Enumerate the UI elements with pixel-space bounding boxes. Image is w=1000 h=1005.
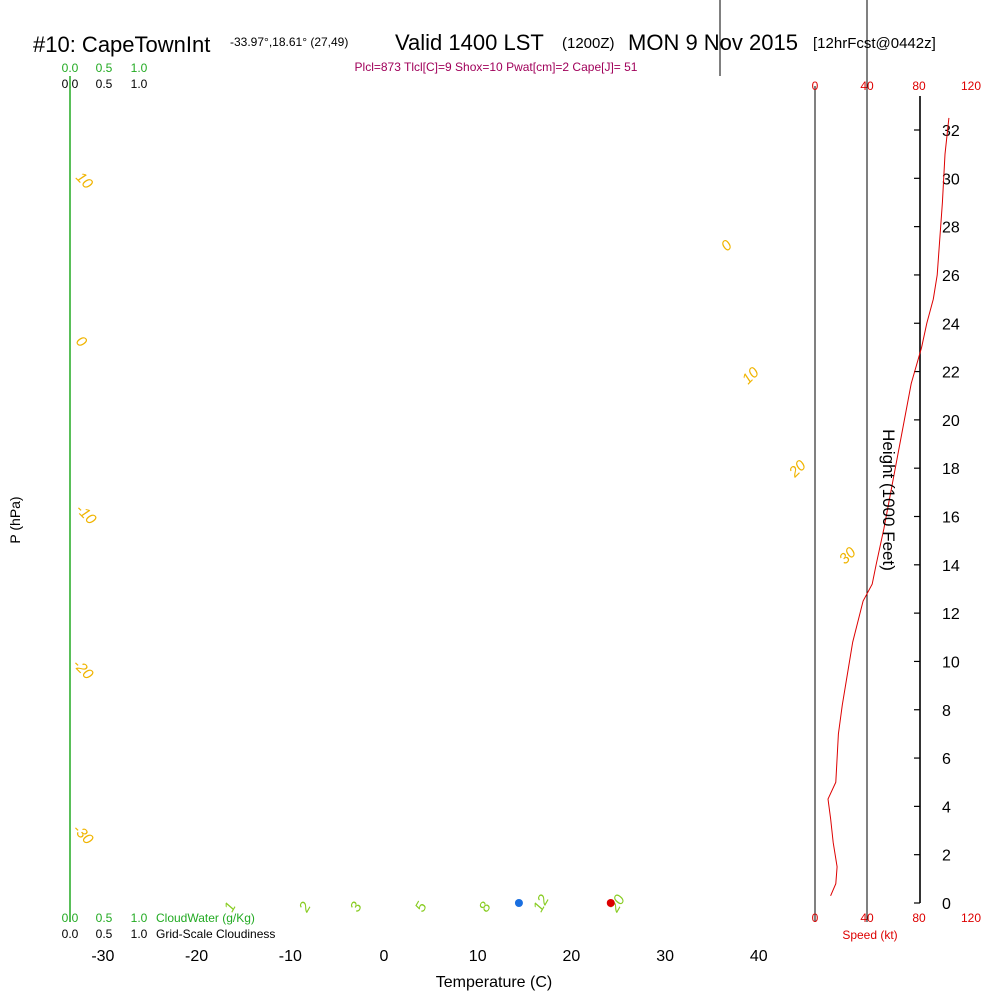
mixing-ratio-label: 3: [347, 899, 366, 915]
dewpoint-surface-marker: [514, 899, 523, 907]
top-cloudiness-scale: 0.0 0.5 1.0: [62, 77, 148, 91]
height-axis-title: Height (1000 Feet): [879, 429, 898, 571]
header-valid: Valid 1400 LST: [395, 30, 544, 55]
speed-axis-title: Speed (kt): [842, 928, 897, 942]
height-tick-label: 32: [942, 123, 960, 140]
cloud-tick: 0.5: [96, 911, 113, 925]
bottom-cloudwater-scale: 0.0 0.5 1.0 CloudWater (g/Kg): [62, 911, 255, 925]
height-tick-label: 30: [942, 171, 960, 188]
temperature-tick-label: -30: [91, 948, 114, 965]
height-tick-label: 20: [942, 413, 960, 430]
temperature-tick-label: 20: [563, 948, 581, 965]
dry-adiabat-label: 0: [72, 333, 90, 351]
dry-adiabat-label: -30: [69, 821, 97, 849]
header-fcst: [12hrFcst@0442z]: [813, 35, 936, 52]
header-utc: (1200Z): [562, 35, 615, 52]
cloudiness-tick: 0.0: [62, 927, 79, 941]
height-axis: 0246810121416182022242628303200404080801…: [812, 79, 982, 925]
cloudiness-tick: 0.5: [96, 927, 113, 941]
dry-adiabat-label: -20: [69, 656, 97, 684]
cloud-tick: 0.0: [62, 911, 79, 925]
header-date: MON 9 Nov 2015: [628, 30, 798, 55]
height-tick-label: 6: [942, 751, 951, 768]
mixing-ratio-label: 20: [605, 891, 629, 915]
speed-tick-label: 80: [912, 79, 926, 93]
mixing-ratio-label: 8: [476, 899, 495, 915]
height-tick-label: 8: [942, 703, 951, 720]
cloudiness-tick: 0.5: [96, 77, 113, 91]
dry-adiabat-label: 10: [72, 169, 96, 193]
mixing-ratio-label: 12: [530, 891, 553, 915]
stability-indices: Plcl=873 Tlcl[C]=9 Shox=10 Pwat[cm]=2 Ca…: [355, 60, 638, 74]
pressure-axis-title: P (hPa): [7, 496, 23, 543]
cloudiness-tick: 1.0: [131, 77, 148, 91]
cloud-tick: 1.0: [131, 61, 148, 75]
height-tick-label: 28: [942, 220, 960, 237]
header-coords: -33.97°,18.61° (27,49): [230, 35, 348, 49]
height-tick-label: 10: [942, 654, 960, 671]
dry-adiabat-label: -10: [72, 501, 100, 529]
temperature-tick-label: -10: [279, 948, 302, 965]
height-tick-label: 0: [942, 896, 951, 913]
speed-tick-label: 40: [860, 911, 874, 925]
temperature-surface-marker: [606, 899, 615, 907]
temperature-axis-title: Temperature (C): [436, 974, 552, 991]
height-tick-label: 12: [942, 606, 960, 623]
bottom-cloudiness-scale: 0.0 0.5 1.0 Grid-Scale Cloudiness: [62, 927, 276, 941]
speed-tick-label: 40: [860, 79, 874, 93]
cloud-tick: 1.0: [131, 911, 148, 925]
height-tick-label: 14: [942, 558, 960, 575]
height-tick-label: 4: [942, 799, 951, 816]
isotherm-label: 30: [836, 544, 860, 568]
sounding-profiles: [514, 899, 615, 907]
height-tick-label: 24: [942, 316, 960, 333]
speed-tick-label: 0: [812, 911, 819, 925]
cloud-tick: 0.5: [96, 61, 113, 75]
isotherm-label: 0: [718, 236, 736, 254]
header-station: #10: CapeTownInt: [33, 32, 210, 57]
height-tick-label: 2: [942, 848, 951, 865]
wind-speed-line: [827, 117, 950, 896]
mixing-ratio-label: 5: [412, 899, 431, 915]
height-tick-label: 18: [942, 461, 960, 478]
temperature-tick-label: 40: [750, 948, 768, 965]
height-tick-label: 16: [942, 510, 960, 527]
isotherm-label: 20: [785, 457, 810, 482]
speed-tick-label: 80: [912, 911, 926, 925]
cloud-tick: 0.0: [62, 61, 79, 75]
speed-tick-label: 120: [961, 911, 981, 925]
axes: -30-20-100102030402503004005007008501000: [91, 948, 768, 965]
speed-tick-label: 0: [812, 79, 819, 93]
temperature-tick-label: 10: [469, 948, 487, 965]
isotherm-label: 10: [739, 364, 763, 388]
cloudwater-label: CloudWater (g/Kg): [156, 911, 255, 925]
height-tick-label: 26: [942, 268, 960, 285]
top-cloudwater-scale: 0.0 0.5 1.0: [62, 61, 148, 75]
height-tick-label: 22: [942, 365, 960, 382]
temperature-tick-label: 30: [656, 948, 674, 965]
mixing-ratio-label: 2: [295, 899, 315, 916]
temperature-tick-label: -20: [185, 948, 208, 965]
temperature-tick-label: 0: [380, 948, 389, 965]
speed-tick-label: 120: [961, 79, 981, 93]
cloudiness-label: Grid-Scale Cloudiness: [156, 927, 275, 941]
cloudiness-tick: 1.0: [131, 927, 148, 941]
